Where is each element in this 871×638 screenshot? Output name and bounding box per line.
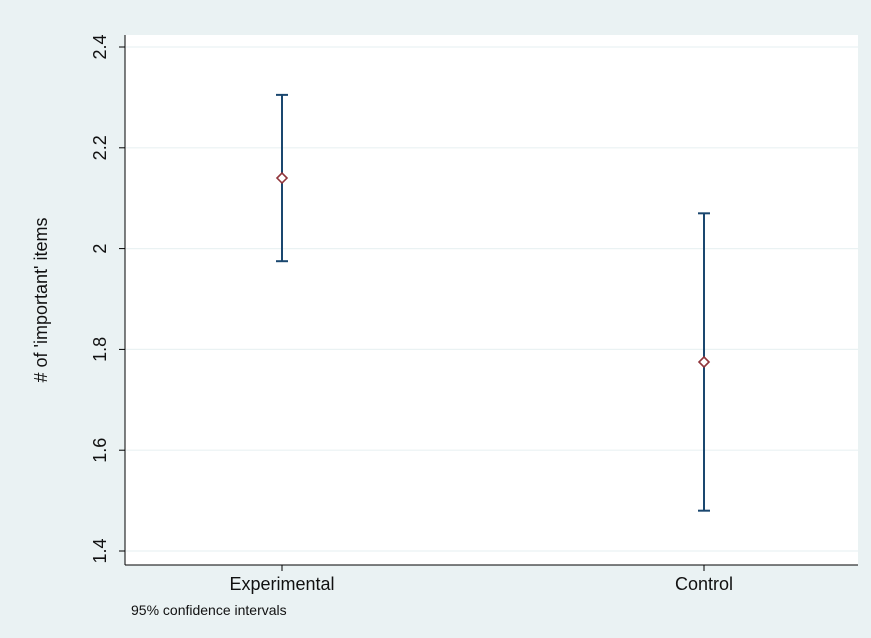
y-tick-label: 1.8 <box>90 337 110 362</box>
chart-note: 95% confidence intervals <box>131 602 287 618</box>
x-tick-label: Experimental <box>229 574 334 594</box>
x-tick-label: Control <box>675 574 733 594</box>
chart-marks <box>275 93 711 512</box>
y-axis-ticks: 1.4 1.6 1.8 2 2.2 2.4 <box>90 34 125 564</box>
y-tick-label: 1.6 <box>90 438 110 463</box>
plot-area <box>125 35 858 565</box>
x-axis-ticks: Experimental Control <box>229 565 733 594</box>
point-marker <box>697 355 711 369</box>
y-tick-label: 2.2 <box>90 135 110 160</box>
y-axis-label: # of 'important' items <box>31 218 51 383</box>
y-tick-label: 1.4 <box>90 538 110 563</box>
y-tick-label: 2 <box>90 244 110 254</box>
gridlines <box>126 46 858 552</box>
y-tick-label: 2.4 <box>90 34 110 59</box>
point-marker <box>275 171 289 185</box>
